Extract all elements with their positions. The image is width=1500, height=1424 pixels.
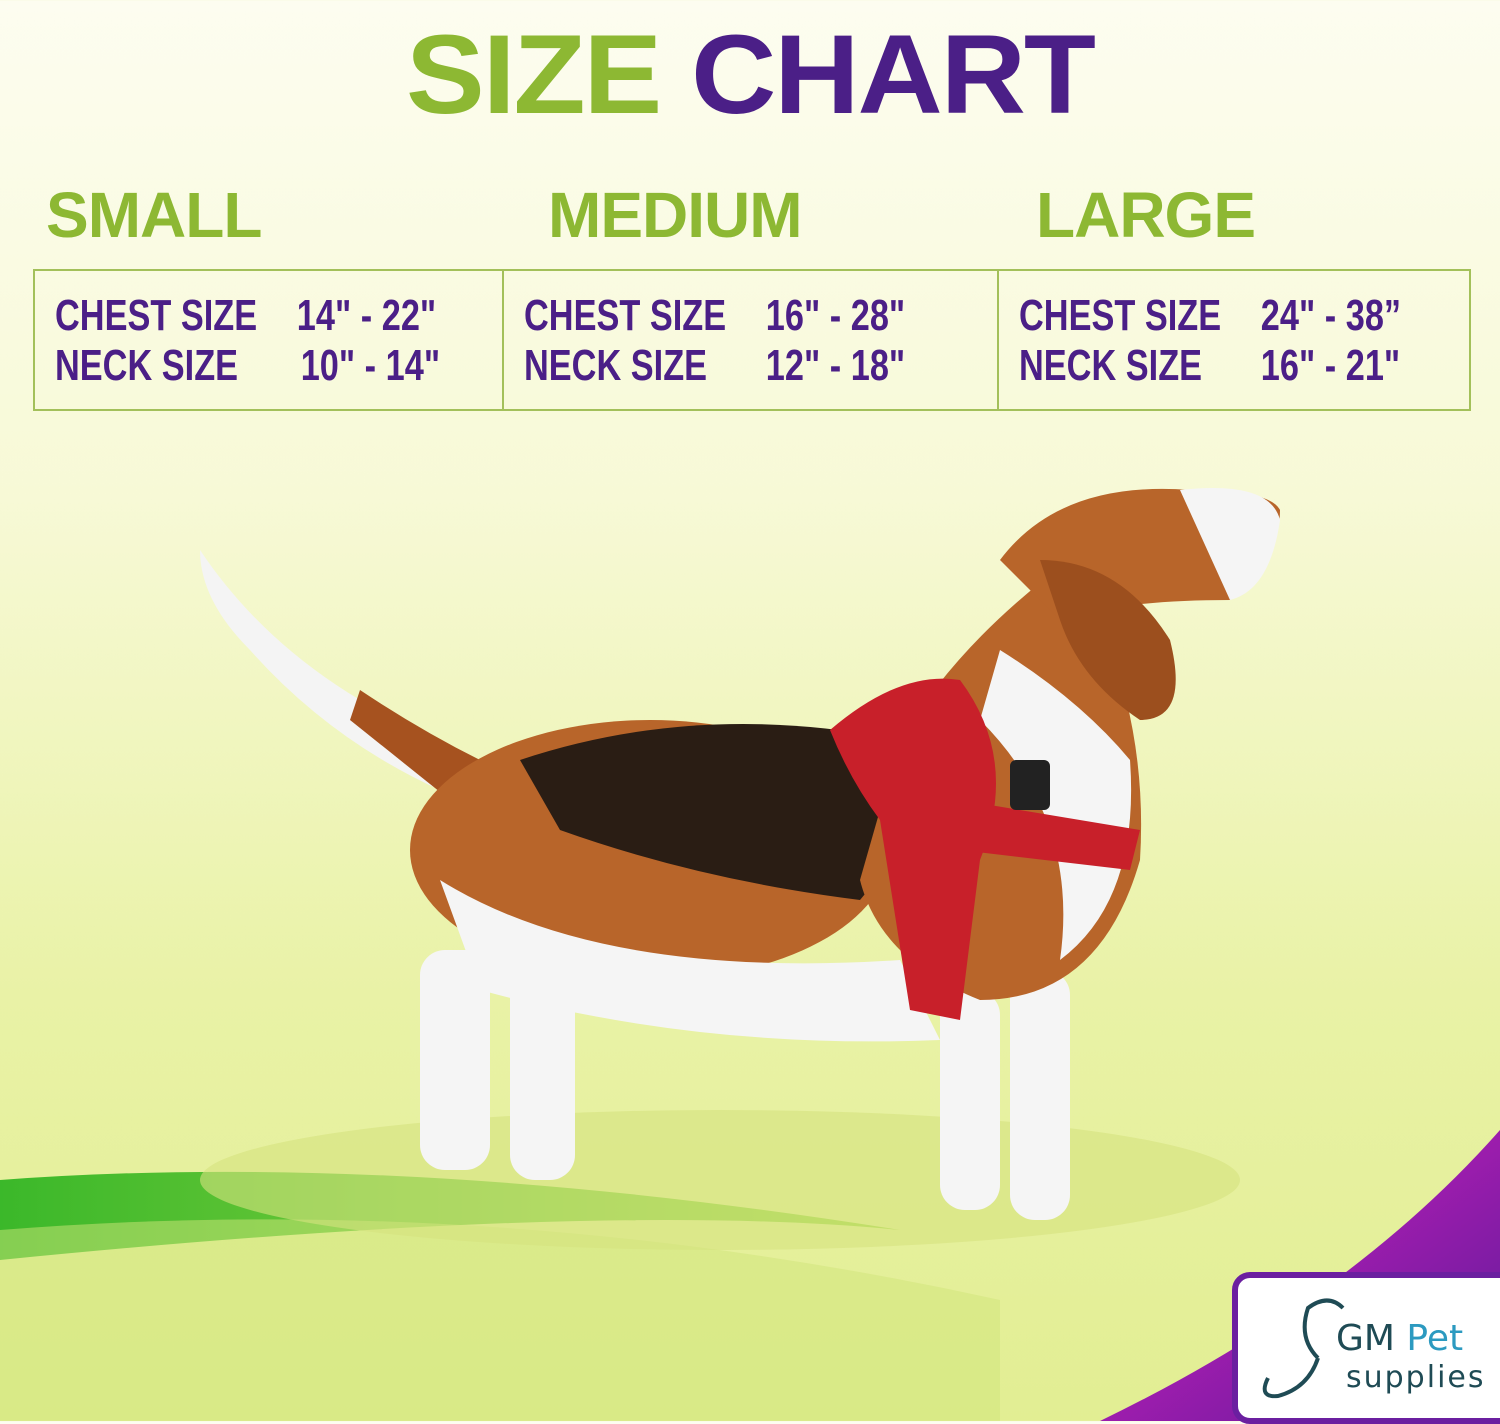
harness	[830, 678, 996, 1020]
label: CHEST SIZE	[55, 291, 258, 340]
size-cell-small: CHEST SIZE 14" - 22" NECK SIZE 10" - 14"	[35, 271, 504, 409]
buckle	[1010, 760, 1050, 810]
size-heading-large: LARGE	[1036, 179, 1256, 251]
size-heading-medium: MEDIUM	[548, 179, 803, 251]
size-cell-medium: CHEST SIZE 16" - 28" NECK SIZE 12" - 18"	[504, 271, 999, 409]
shadow	[200, 1110, 1240, 1250]
size-cell-large: CHEST SIZE 24" - 38” NECK SIZE 16" - 21"	[999, 271, 1469, 409]
logo-text-pet: Pet	[1406, 1318, 1464, 1359]
value: 16" - 28"	[765, 291, 906, 340]
value: 12" - 18"	[765, 341, 906, 390]
size-heading-small: SMALL	[46, 179, 262, 251]
value: 24" - 38”	[1260, 291, 1402, 340]
label: CHEST SIZE	[524, 291, 727, 340]
value: 10" - 14"	[300, 341, 441, 390]
value: 14" - 22"	[296, 291, 437, 340]
size-table: CHEST SIZE 14" - 22" NECK SIZE 10" - 14" C…	[33, 269, 1471, 411]
page-title: SIZE CHART	[405, 12, 1096, 138]
label: NECK SIZE	[1019, 341, 1203, 390]
value: 16" - 21"	[1260, 341, 1401, 390]
logo-text-gm: GM	[1336, 1318, 1395, 1359]
brand-logo: GM Pet supplies	[1232, 1272, 1500, 1424]
label: CHEST SIZE	[1019, 291, 1222, 340]
logo-text-supplies: supplies	[1346, 1360, 1486, 1395]
label: NECK SIZE	[55, 341, 239, 390]
beagle	[200, 488, 1280, 1220]
label: NECK SIZE	[524, 341, 708, 390]
dog-cat-logo-icon	[1262, 1298, 1345, 1399]
